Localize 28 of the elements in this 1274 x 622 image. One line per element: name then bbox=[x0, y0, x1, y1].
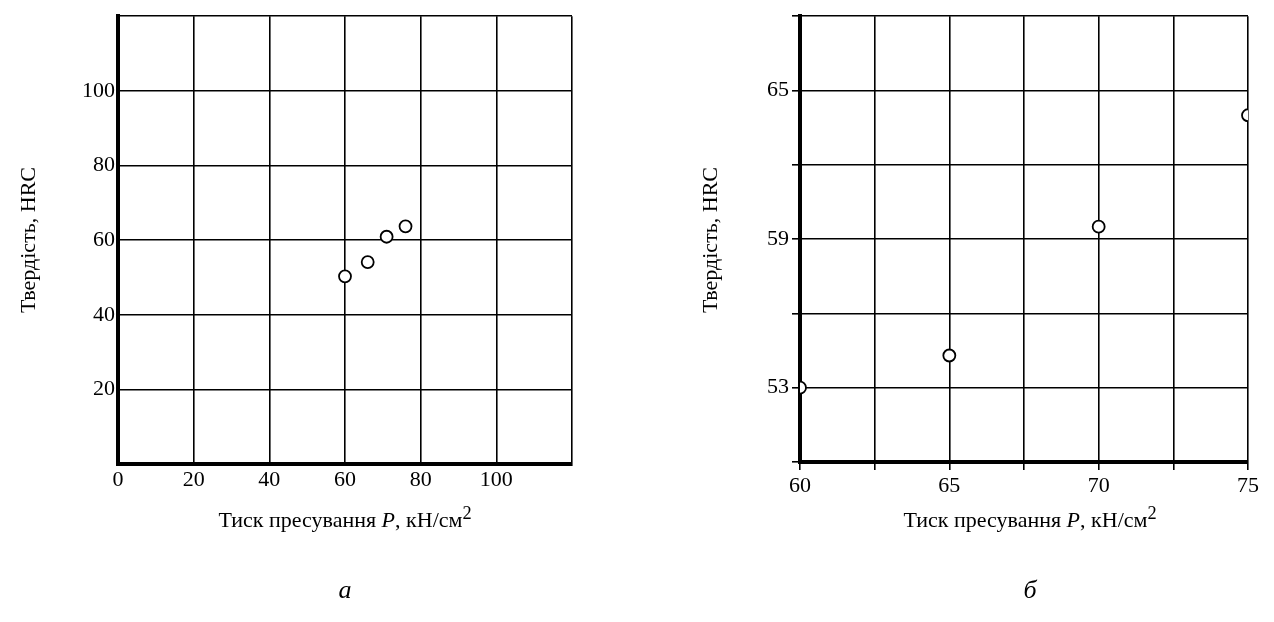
x-tick-label: 40 bbox=[258, 465, 281, 491]
point bbox=[360, 255, 375, 270]
x-tick-label: 70 bbox=[1087, 471, 1110, 497]
x-axis-title: Тиск пресування P, кН/см$^{2}$ bbox=[218, 503, 472, 534]
y-tick-label: 80 bbox=[93, 151, 115, 177]
x-tick-label: 100 bbox=[479, 465, 513, 491]
y-tick-label: 40 bbox=[93, 300, 115, 326]
text: а bbox=[338, 575, 352, 605]
x-tick-label: 0 bbox=[112, 465, 124, 491]
x-tick-label: 80 bbox=[409, 465, 432, 491]
y-tick-label: 53 bbox=[767, 373, 789, 399]
x-tick-label: 75 bbox=[1237, 471, 1259, 497]
text: б bbox=[1023, 575, 1037, 605]
x-tick-label: 20 bbox=[182, 465, 205, 491]
y-axis-title: Твердість, HRC bbox=[15, 166, 41, 314]
y-tick-label: 59 bbox=[767, 224, 789, 250]
y-tick-label: 65 bbox=[767, 76, 789, 102]
x-tick-label: 60 bbox=[334, 465, 356, 491]
point bbox=[338, 269, 352, 284]
x-axis-title: Тиск пресування P, кН/см$^{2}$ bbox=[903, 503, 1157, 534]
point bbox=[379, 229, 394, 244]
x-tick-label: 60 bbox=[789, 471, 811, 497]
y-tick-label: 20 bbox=[93, 375, 115, 401]
y-axis-title: Твердість, HRC bbox=[697, 166, 723, 314]
y-tick-label: 100 bbox=[82, 76, 115, 102]
x-tick-label: 65 bbox=[938, 471, 961, 497]
y-tick-label: 60 bbox=[93, 225, 115, 251]
point bbox=[398, 219, 413, 234]
